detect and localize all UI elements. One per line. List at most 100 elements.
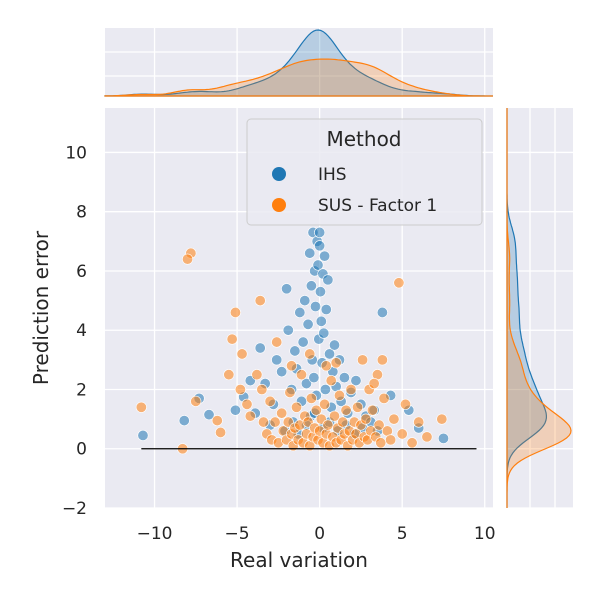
sus-factor-1-point <box>325 375 337 387</box>
sus-factor-1-point <box>135 401 147 413</box>
y-axis-label: Prediction error <box>29 230 53 385</box>
ihs-point <box>322 274 334 286</box>
sus-factor-1-point <box>393 277 405 289</box>
ihs-point <box>305 280 317 292</box>
sus-factor-1-point <box>284 386 296 398</box>
ihs-point <box>297 336 309 348</box>
y-tick-label: 8 <box>76 203 87 223</box>
sus-factor-1-point <box>305 392 317 404</box>
sus-factor-1-point <box>396 428 408 440</box>
sus-factor-1-point <box>244 410 256 422</box>
ihs-point <box>302 318 314 330</box>
sus-factor-1-point <box>352 401 364 413</box>
sus-factor-1-point <box>320 360 332 372</box>
sus-factor-1-point <box>319 398 331 410</box>
sus-factor-1-point <box>406 437 418 449</box>
sus-factor-1-point <box>215 426 227 438</box>
right-kde-sus <box>506 108 572 508</box>
ihs-point <box>289 345 301 357</box>
ihs-point <box>281 283 293 295</box>
sus-factor-1-point <box>340 404 352 416</box>
y-tick-label: 10 <box>65 143 87 163</box>
sus-factor-1-point <box>360 413 372 425</box>
sus-factor-1-point <box>241 398 253 410</box>
sus-factor-1-point <box>373 419 385 431</box>
ihs-point <box>137 429 149 441</box>
x-tick-label: −10 <box>137 524 173 544</box>
sus-factor-1-point <box>368 378 380 390</box>
ihs-point <box>318 327 330 339</box>
right-marginal-panel <box>506 108 573 509</box>
ihs-point <box>328 339 340 351</box>
sus-factor-1-point <box>226 333 238 345</box>
y-tick-label: 6 <box>76 262 87 282</box>
sus-factor-1-point <box>251 369 263 381</box>
sus-factor-1-point <box>385 434 397 446</box>
ihs-point <box>324 348 336 360</box>
sus-factor-1-point <box>271 336 283 348</box>
ihs-point <box>271 354 283 366</box>
sus-factor-1-point <box>182 253 194 265</box>
sus-factor-1-point <box>223 369 235 381</box>
y-tick-label: 0 <box>76 440 87 460</box>
sus-factor-1-point <box>436 413 448 425</box>
x-tick-label: −5 <box>225 524 250 544</box>
sus-factor-1-point <box>229 306 241 318</box>
ihs-point <box>319 383 331 395</box>
sus-factor-1-point <box>256 383 268 395</box>
ihs-point <box>314 286 326 298</box>
sus-factor-1-point <box>190 395 202 407</box>
y-tick-label: −2 <box>62 499 87 519</box>
ihs-point <box>299 295 311 307</box>
legend-box <box>246 118 483 226</box>
y-tick-label: 4 <box>76 321 87 341</box>
ihs-point <box>312 259 324 271</box>
sus-factor-1-point <box>376 354 388 366</box>
ihs-point <box>304 247 316 259</box>
legend: Method IHS SUS - Factor 1 <box>246 118 483 226</box>
y-tick-label: 2 <box>76 380 87 400</box>
sus-factor-1-point <box>211 415 223 427</box>
top-marginal-panel <box>104 28 493 97</box>
sus-factor-1-point <box>276 407 288 419</box>
ihs-point <box>338 372 350 384</box>
ihs-point <box>294 306 306 318</box>
ihs-point <box>350 375 362 387</box>
sus-factor-1-point <box>254 295 266 307</box>
ihs-point <box>178 415 190 427</box>
ihs-point <box>308 372 320 384</box>
sus-factor-1-point <box>421 431 433 443</box>
sus-factor-1-point <box>330 357 342 369</box>
legend-title: Method <box>326 127 401 151</box>
ihs-point <box>203 409 215 421</box>
sus-factor-1-point <box>366 404 378 416</box>
sus-factor-1-point <box>291 401 303 413</box>
ihs-point <box>282 324 294 336</box>
ihs-point <box>314 240 326 252</box>
top-kde-sus <box>104 58 493 97</box>
sus-factor-1-point <box>399 398 411 410</box>
ihs-point <box>310 301 322 313</box>
sus-factor-1-point <box>328 410 340 422</box>
ihs-point <box>254 342 266 354</box>
ihs-point <box>314 226 326 238</box>
x-tick-label: 10 <box>474 524 496 544</box>
sus-factor-1-point <box>310 404 322 416</box>
sus-factor-1-point <box>378 392 390 404</box>
sus-factor-1-point <box>236 348 248 360</box>
sus-factor-1-point <box>234 383 246 395</box>
x-tick-label: 5 <box>397 524 408 544</box>
sus-factor-1-point <box>388 413 400 425</box>
sus-factor-1-point <box>413 416 425 428</box>
sus-factor-1-point <box>264 395 276 407</box>
ihs-point <box>315 315 327 327</box>
sus-factor-1-point <box>286 360 298 372</box>
sus-factor-1-point <box>357 354 369 366</box>
legend-label-sus-factor-1: SUS - Factor 1 <box>318 196 437 216</box>
ihs-point <box>229 404 241 416</box>
legend-marker-ihs <box>272 167 286 181</box>
sus-factor-1-point <box>269 416 281 428</box>
ihs-point <box>276 366 288 378</box>
ihs-point <box>437 432 449 444</box>
